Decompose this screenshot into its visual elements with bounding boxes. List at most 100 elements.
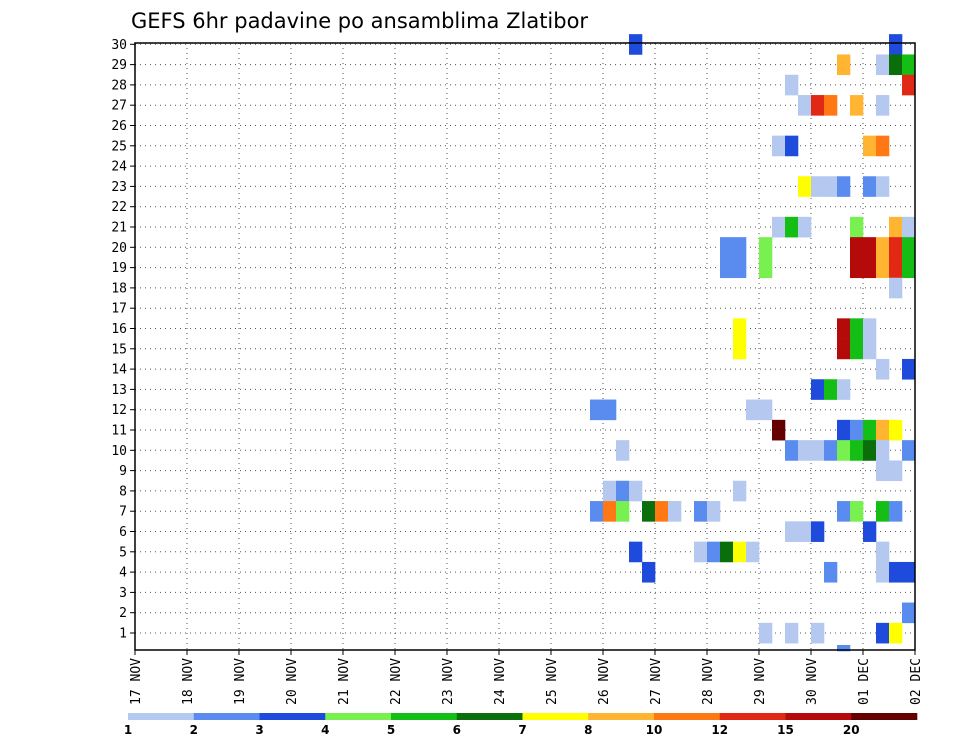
- y-tick-label: 3: [119, 586, 127, 601]
- precip-cell: [785, 135, 799, 157]
- precip-cell: [876, 54, 890, 76]
- x-tick-label: 22 NOV: [389, 658, 404, 705]
- legend-swatch: [391, 713, 458, 720]
- precip-cell: [837, 501, 851, 522]
- precip-cell: [850, 419, 864, 441]
- precip-cell: [798, 521, 812, 542]
- precip-cell: [733, 237, 747, 258]
- precip-cell: [863, 318, 877, 339]
- y-tick-label: 21: [111, 221, 127, 236]
- precip-cell: [837, 176, 851, 197]
- precip-cell: [759, 399, 773, 421]
- y-tick-label: 24: [111, 160, 127, 175]
- legend-label: 4: [321, 723, 329, 737]
- precip-cell: [876, 237, 890, 258]
- precip-cell: [668, 501, 682, 522]
- precip-cell: [902, 358, 916, 380]
- x-tick-label: 19 NOV: [233, 658, 248, 705]
- precip-cell: [785, 440, 799, 461]
- precip-cell: [902, 216, 916, 238]
- legend-label: 6: [453, 723, 461, 737]
- legend-label: 7: [518, 723, 526, 737]
- precip-cell: [811, 622, 825, 644]
- precip-cell: [798, 216, 812, 238]
- precip-cell: [798, 440, 812, 461]
- y-tick-label: 20: [111, 241, 127, 256]
- precip-cell: [746, 399, 760, 421]
- precip-cell: [603, 399, 617, 421]
- legend-label: 15: [777, 723, 794, 737]
- precip-cell: [889, 419, 903, 441]
- precip-cell: [876, 561, 890, 583]
- precip-cell: [811, 95, 825, 116]
- precip-cell: [733, 541, 747, 563]
- y-tick-label: 18: [111, 281, 127, 296]
- x-tick-label: 18 NOV: [181, 658, 196, 705]
- precip-cell: [889, 460, 903, 482]
- x-tick-label: 02 DEC: [909, 658, 924, 705]
- precip-cell: [694, 541, 708, 563]
- precip-cell: [759, 257, 773, 279]
- legend-label: 2: [190, 723, 198, 737]
- y-tick-label: 17: [111, 302, 127, 317]
- precip-cell: [603, 480, 617, 502]
- precip-cell: [772, 135, 786, 157]
- precip-cell: [824, 440, 838, 461]
- x-tick-label: 26 NOV: [597, 658, 612, 705]
- precip-cell: [720, 541, 734, 563]
- y-tick-label: 8: [119, 484, 127, 499]
- precip-cell: [837, 379, 851, 400]
- precip-cell: [876, 257, 890, 279]
- plot-frame: [134, 42, 916, 651]
- legend-swatch: [785, 713, 852, 720]
- legend-label: 8: [584, 723, 592, 737]
- y-tick-label: 22: [111, 200, 127, 215]
- precip-cell: [837, 338, 851, 360]
- y-tick-label: 9: [119, 464, 127, 479]
- legend-swatch: [456, 713, 523, 720]
- precip-cell: [902, 74, 916, 96]
- precip-cell: [837, 419, 851, 441]
- precip-cell: [850, 216, 864, 238]
- legend-label: 20: [843, 723, 860, 737]
- y-tick-label: 27: [111, 99, 127, 114]
- y-tick-label: 30: [111, 38, 127, 53]
- precip-cell: [850, 338, 864, 360]
- precip-cell: [746, 541, 760, 563]
- legend-swatch: [522, 713, 589, 720]
- precip-cell: [889, 237, 903, 258]
- precip-cell: [798, 95, 812, 116]
- precip-cell: [850, 95, 864, 116]
- x-tick-label: 24 NOV: [493, 658, 508, 705]
- precip-cell: [837, 440, 851, 461]
- precip-cell: [863, 419, 877, 441]
- precip-cell: [889, 622, 903, 644]
- precip-cell: [889, 501, 903, 522]
- y-tick-label: 14: [111, 363, 127, 378]
- y-tick-label: 23: [111, 180, 127, 195]
- precip-cell: [889, 54, 903, 76]
- precip-cell: [837, 318, 851, 339]
- legend-swatch: [654, 713, 721, 720]
- legend-label: 1: [124, 723, 132, 737]
- precip-cell: [902, 54, 916, 76]
- precip-cell: [824, 176, 838, 197]
- precip-cell: [759, 237, 773, 258]
- y-tick-label: 7: [119, 505, 127, 520]
- precip-cell: [733, 338, 747, 360]
- y-tick-label: 29: [111, 58, 127, 73]
- legend-swatch: [193, 713, 260, 720]
- y-tick-label: 15: [111, 342, 127, 357]
- precip-cell: [889, 216, 903, 238]
- precip-cell: [889, 34, 903, 55]
- x-tick-label: 23 NOV: [441, 658, 456, 705]
- legend-swatch: [128, 713, 195, 720]
- precip-cell: [850, 318, 864, 339]
- precip-cell: [876, 135, 890, 157]
- x-tick-label: 30 NOV: [805, 658, 820, 705]
- y-tick-label: 1: [119, 627, 127, 642]
- precip-cell: [876, 460, 890, 482]
- precip-cell: [733, 480, 747, 502]
- x-tick-label: 17 NOV: [129, 658, 144, 705]
- precip-cell: [902, 602, 916, 624]
